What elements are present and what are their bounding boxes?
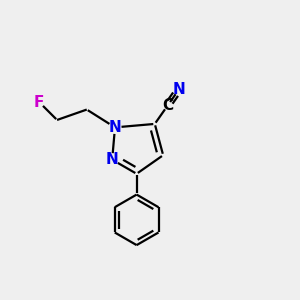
Text: F: F [34, 94, 44, 110]
Text: N: N [106, 152, 118, 167]
Text: N: N [172, 82, 185, 97]
Text: N: N [109, 120, 122, 135]
Text: C: C [162, 98, 173, 113]
